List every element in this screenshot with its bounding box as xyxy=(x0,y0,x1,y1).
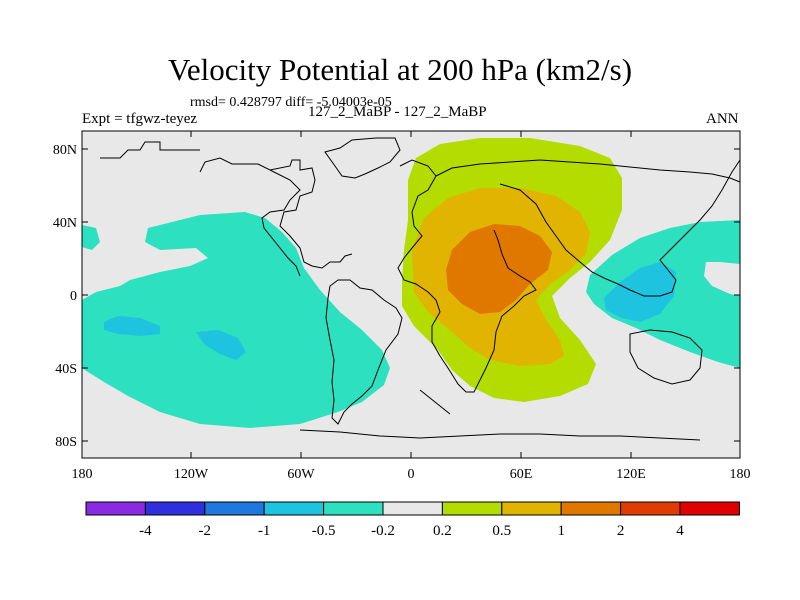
colorbar-box xyxy=(204,501,265,516)
lon-tick-labels: 180 120W 60W 0 60E 120E 180 xyxy=(72,467,751,482)
lon-tick-label: 60E xyxy=(510,467,533,482)
colorbar-label: 2 xyxy=(617,523,625,539)
colorbar-box xyxy=(560,501,622,516)
plot-title: Velocity Potential at 200 hPa (km2/s) xyxy=(167,52,633,87)
lon-tick-label: 60W xyxy=(287,467,315,482)
lat-axis xyxy=(82,148,740,442)
colorbar xyxy=(85,501,740,516)
colorbar-box xyxy=(382,501,443,516)
colorbar-box xyxy=(263,501,325,516)
colorbar-label: -4 xyxy=(139,523,152,539)
colorbar-labels: -4 -2 -1 -0.5 -0.2 0.2 0.5 1 2 4 xyxy=(139,523,684,539)
colorbar-box xyxy=(620,501,681,516)
colorbar-box xyxy=(679,501,740,516)
lat-tick-label: 0 xyxy=(70,289,77,304)
stats-text: rmsd= 0.428797 diff= -5.04003e-05 xyxy=(190,95,392,110)
colorbar-box xyxy=(441,501,503,516)
contour-neg-05-east xyxy=(604,262,676,322)
lon-axis xyxy=(190,131,632,458)
lat-tick-label: 40N xyxy=(53,216,77,231)
colorbar-label: -0.2 xyxy=(371,523,395,539)
colorbar-box xyxy=(501,501,562,516)
lat-tick-label: 40S xyxy=(55,362,77,377)
colorbar-label: -2 xyxy=(199,523,212,539)
contour-fills xyxy=(82,138,740,428)
lon-tick-label: 120E xyxy=(616,467,646,482)
experiment-label: Expt = tfgwz-teyez xyxy=(82,111,198,127)
lat-tick-labels: 80N 40N 0 40S 80S xyxy=(53,143,77,450)
contour-neg-05-pacific xyxy=(104,316,246,360)
colorbar-box xyxy=(323,501,384,516)
lon-tick-label: 180 xyxy=(72,467,93,482)
lon-tick-label: 0 xyxy=(408,467,415,482)
lat-tick-label: 80N xyxy=(53,143,77,158)
colorbar-box xyxy=(144,501,206,516)
colorbar-label: -1 xyxy=(258,523,271,539)
colorbar-label: 0.5 xyxy=(492,523,511,539)
colorbar-label: 0.2 xyxy=(433,523,452,539)
contour-pos-02-east xyxy=(704,262,740,296)
lon-tick-label: 180 xyxy=(730,467,751,482)
coastlines xyxy=(100,137,741,441)
contour-pos-1 xyxy=(446,224,552,314)
lon-tick-label: 120W xyxy=(174,467,209,482)
case-label: 127_2_MaBP - 127_2_MaBP xyxy=(308,104,487,120)
colorbar-box xyxy=(85,501,146,516)
colorbar-label: 1 xyxy=(557,523,565,539)
colorbar-label: 4 xyxy=(676,523,684,539)
lat-tick-label: 80S xyxy=(55,435,77,450)
contour-neg-02-pacific xyxy=(82,212,390,428)
season-label: ANN xyxy=(706,111,739,127)
colorbar-label: -0.5 xyxy=(312,523,336,539)
